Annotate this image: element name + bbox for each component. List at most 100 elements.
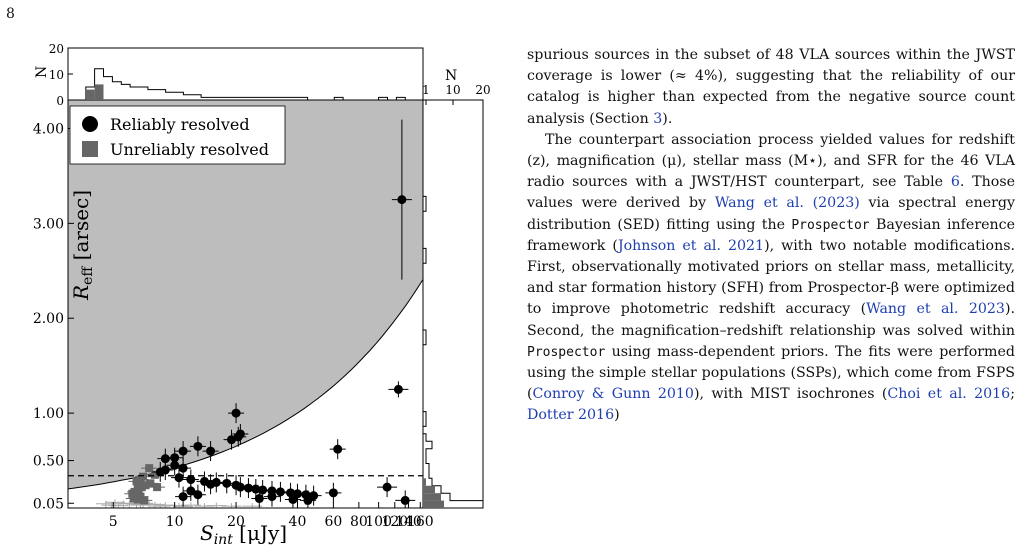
resolved-point [170, 460, 180, 470]
right-hist-tick-label: 20 [475, 83, 490, 97]
unreliable-point [128, 489, 137, 498]
x-tick-label: 140 [395, 514, 422, 530]
top-hist-tick-label: 10 [49, 68, 64, 82]
x-tick-label: 40 [289, 514, 307, 530]
legend-label-resolved: Reliably resolved [110, 115, 250, 134]
citation-wang-2023[interactable]: Wang et al. (2023) [714, 195, 860, 212]
resolved-point [186, 486, 196, 496]
resolved-point [178, 446, 188, 456]
y-tick-label: 4.00 [33, 121, 64, 137]
resolved-point [400, 495, 410, 505]
x-tick-label: 80 [350, 514, 368, 530]
right-histogram-outline [422, 100, 484, 508]
figure: 5 10 20 40 60 80 100 120 140 160 0.05 0.50 1.00 2.00… [0, 0, 500, 548]
resolved-point [382, 482, 392, 492]
resolved-point [206, 446, 216, 456]
right-histogram-filled-bar [423, 500, 444, 508]
body-text: spurious sources in the subset of 48 VLA… [527, 45, 1015, 427]
unreliable-point [153, 483, 162, 492]
legend-label-unreliable: Unreliably resolved [110, 140, 269, 159]
top-hist-tick-label: 0 [56, 94, 64, 108]
unreliable-point [150, 470, 159, 479]
resolved-point [227, 435, 237, 445]
resolved-point [178, 492, 188, 502]
resolved-point [233, 432, 243, 442]
x-tick-label: 100 [365, 514, 392, 530]
upper-limit-arrowhead [202, 512, 207, 516]
right-histogram-xlabel: N [445, 68, 457, 84]
right-histogram-filled-bar [423, 493, 441, 501]
resolved-point [193, 490, 203, 500]
upper-limit-arrowhead [250, 512, 255, 516]
upper-limit-arrowhead [127, 510, 132, 514]
y-tick-label: 0.05 [33, 496, 64, 512]
resolved-point [397, 195, 407, 205]
resolved-point [243, 483, 253, 493]
x-tick-label: 160 [407, 514, 434, 530]
top-hist-tick-label: 20 [49, 42, 64, 56]
top-histogram-frame [67, 47, 424, 101]
resolved-point [222, 478, 232, 488]
y-tick-label: 0.50 [33, 454, 64, 470]
right-hist-tick-label: 1 [422, 83, 430, 97]
paragraph-1: spurious sources in the subset of 48 VLA… [527, 47, 1015, 127]
resolved-point [235, 482, 245, 492]
page-number: 8 [6, 6, 15, 22]
upper-limit-arrowhead [188, 511, 193, 515]
resolved-point [186, 475, 196, 485]
top-histogram-filled-bar [85, 89, 95, 100]
upper-limit-arrowhead [138, 511, 143, 515]
unreliable-point [132, 477, 141, 486]
y-tick-label: 3.00 [33, 216, 64, 232]
resolved-point [193, 441, 203, 451]
resolved-point [178, 463, 188, 473]
resolved-point [275, 487, 285, 497]
x-tick-label: 20 [227, 514, 245, 530]
unreliable-point [133, 495, 142, 504]
citation-choi-2016[interactable]: Choi et al. 2016 [887, 386, 1011, 403]
resolved-point [288, 494, 298, 504]
x-axis-label: Sint [μJy] [200, 521, 287, 545]
upper-limit-arrowhead [152, 511, 157, 515]
resolution-curve [68, 279, 423, 490]
upper-limit-arrowhead [214, 512, 219, 516]
upper-limit-arrowhead [141, 509, 146, 513]
resolved-point [333, 444, 343, 454]
y-tick-label: 1.00 [33, 406, 64, 422]
upper-limit-arrowhead [147, 510, 152, 514]
right-histogram-filled-bar [423, 485, 435, 494]
right-hist-tick-label: 10 [445, 83, 460, 97]
unreliable-point [146, 479, 155, 488]
x-tick-label: 5 [109, 514, 118, 530]
unreliable-point [140, 496, 149, 505]
upper-limit-arrowhead [121, 509, 126, 513]
resolved-point [328, 488, 338, 498]
unresolved-region [68, 100, 423, 489]
paragraph-2: The counterpart association process yiel… [527, 131, 1016, 424]
citation-dotter-2016[interactable]: Dotter 2016 [527, 407, 615, 424]
legend: Reliably resolved Unreliably resolved [69, 105, 286, 165]
unreliable-point [145, 464, 154, 473]
resolved-point [393, 384, 403, 394]
section-link[interactable]: 3 [653, 110, 663, 127]
resolved-point [303, 495, 313, 505]
upper-limit-arrowhead [113, 508, 118, 512]
upper-limit-arrowhead [158, 512, 163, 516]
y-axis-label: Reff [arsec] [69, 190, 96, 301]
upper-limit-arrowhead [103, 510, 108, 514]
citation-johnson-2021[interactable]: Johnson et al. 2021 [617, 237, 765, 254]
resolved-point [206, 479, 216, 489]
table-link[interactable]: 6 [950, 174, 960, 191]
x-tick-label: 120 [381, 514, 408, 530]
x-tick-label: 10 [166, 514, 184, 530]
resolved-point [160, 454, 170, 464]
legend-marker-unreliable [82, 141, 98, 157]
citation-wang-2023-b[interactable]: Wang et al. 2023 [866, 301, 1005, 318]
top-histogram-outline [68, 68, 423, 101]
top-histogram-ylabel: N [34, 66, 50, 78]
legend-marker-resolved [82, 116, 98, 132]
resolved-point [155, 467, 165, 477]
resolved-point [174, 473, 184, 483]
citation-conroy-gunn-2010[interactable]: Conroy & Gunn 2010 [532, 386, 694, 403]
